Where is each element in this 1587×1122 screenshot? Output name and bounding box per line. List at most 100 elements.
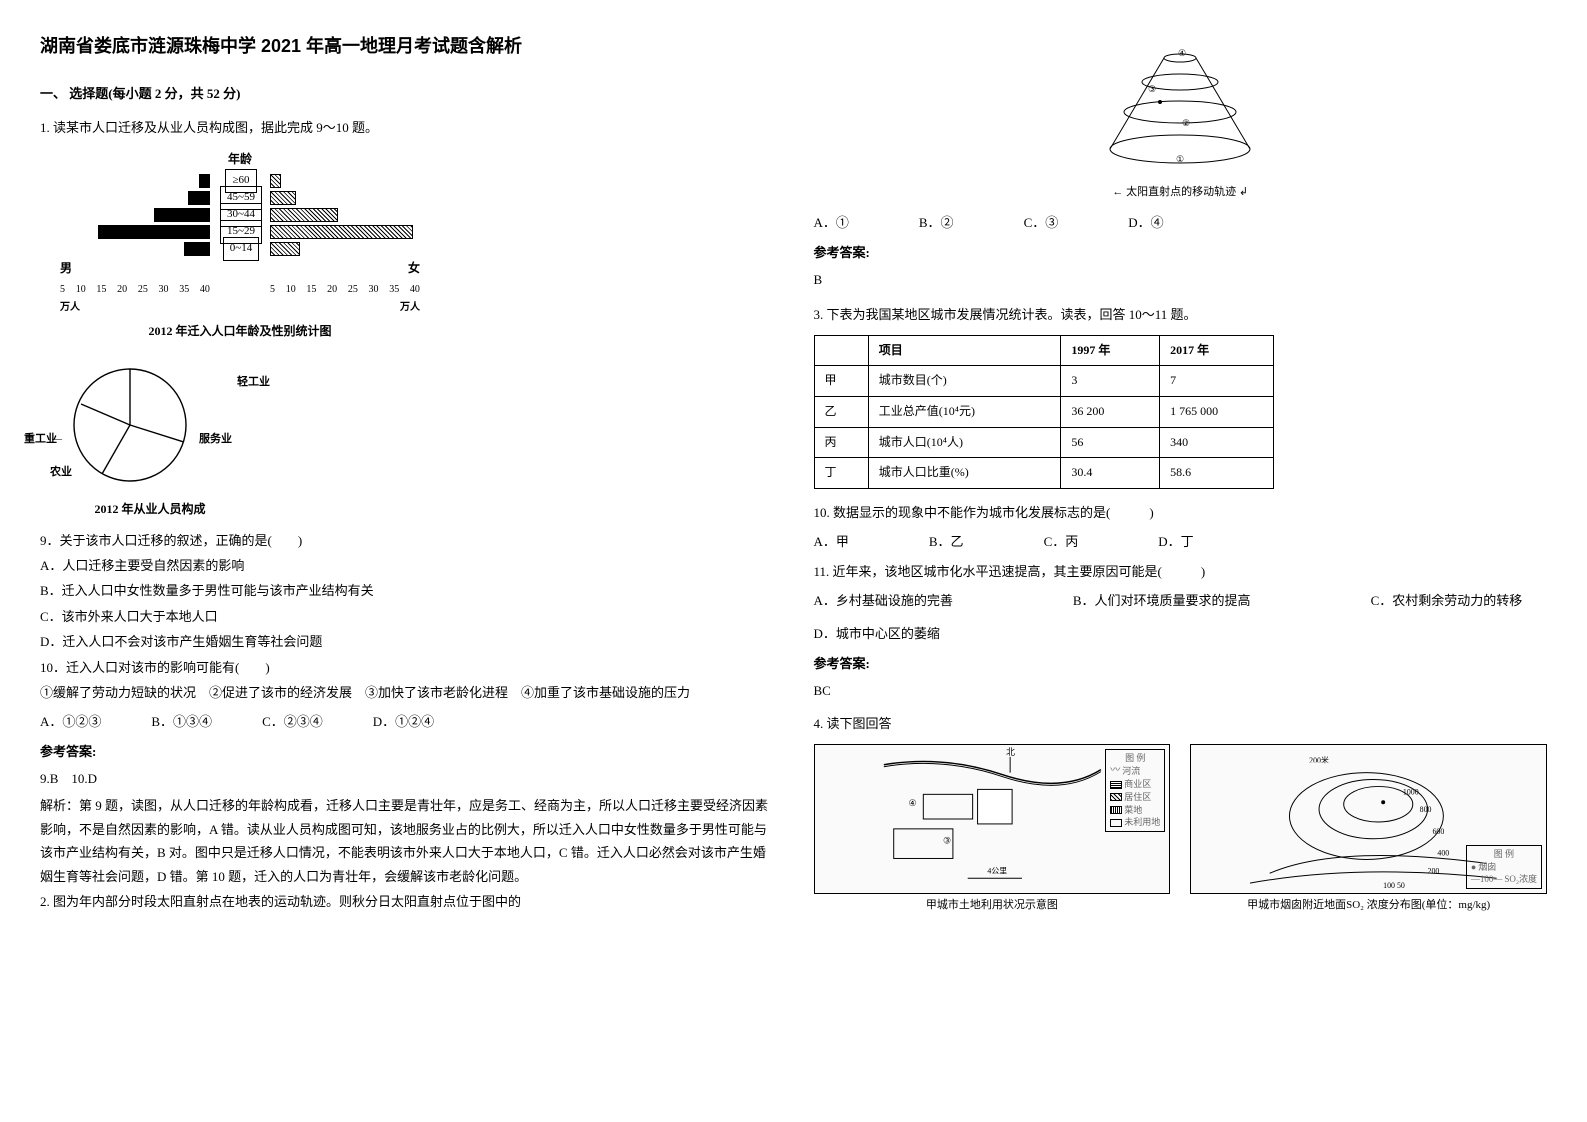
svg-text:200: 200 xyxy=(1428,866,1440,875)
q1-explanation: 解析：第 9 题，读图，从人口迁移的年龄构成看，迁移人口主要是青壮年，应是务工、… xyxy=(40,794,774,888)
svg-text:100 50: 100 50 xyxy=(1383,881,1405,890)
svg-text:④: ④ xyxy=(1178,48,1186,58)
q9-opt-c: C．该市外来人口大于本地人口 xyxy=(40,605,774,628)
map2-caption: 甲城市烟囱附近地面SO₂ 浓度分布图(单位：mg/kg) xyxy=(1190,896,1547,916)
svg-text:①: ① xyxy=(1176,154,1184,164)
q10-opt-b: B．①③④ xyxy=(151,710,212,733)
q2-opt-c: C．③ xyxy=(1024,211,1059,234)
q3-11-opts: A．乡村基础设施的完善 B．人们对环境质量要求的提高 C．农村剩余劳动力的转移 … xyxy=(814,589,1548,646)
pie-svg xyxy=(60,355,200,495)
sun-diagram: ① ② ③ ④ ← 太阳直射点的移动轨迹 ↲ xyxy=(814,34,1548,203)
age-header: 年龄 xyxy=(60,149,420,171)
q9-opt-b: B．迁入人口中女性数量多于男性可能与该市产业结构有关 xyxy=(40,579,774,602)
q2-opts: A．① B．② C．③ D．④ xyxy=(814,211,1548,234)
q1-answer: 9.B 10.D xyxy=(40,767,774,790)
table-row: 乙工业总产值(10⁴元)36 2001 765 000 xyxy=(814,396,1273,427)
pie-caption: 2012 年从业人员构成 xyxy=(40,499,260,521)
q2-opt-b: B．② xyxy=(919,211,954,234)
pie-label-service: 服务业 xyxy=(199,430,232,450)
svg-text:②: ② xyxy=(1182,118,1190,128)
map1-placeholder: ④ ③ 4公里 北 图 例 〰河流 商业区 居住区 菜地 未利用地 xyxy=(814,744,1171,894)
svg-text:400: 400 xyxy=(1438,848,1450,857)
svg-text:④: ④ xyxy=(908,798,916,808)
gender-labels: 男 女 xyxy=(60,258,420,280)
male-label: 男 xyxy=(60,258,210,280)
q9-opt-d: D．迁入人口不会对该市产生婚姻生育等社会问题 xyxy=(40,630,774,653)
table-header xyxy=(814,335,868,366)
q10-opt-c: C．②③④ xyxy=(262,710,323,733)
q3-11-opt-b: B．人们对环境质量要求的提高 xyxy=(1073,589,1251,612)
table-header: 项目 xyxy=(868,335,1061,366)
legend-title: 图 例 xyxy=(1110,752,1160,765)
pie-label-light: 轻工业 xyxy=(237,373,270,393)
pie-label-agri: 农业 xyxy=(50,463,72,483)
q9-opt-a: A．人口迁移主要受自然因素的影响 xyxy=(40,554,774,577)
svg-text:200米: 200米 xyxy=(1309,755,1329,765)
q2-answer: B xyxy=(814,268,1548,291)
map1-legend: 图 例 〰河流 商业区 居住区 菜地 未利用地 xyxy=(1105,749,1165,832)
svg-text:600: 600 xyxy=(1433,827,1445,836)
sun-diagram-svg: ① ② ③ ④ xyxy=(1090,34,1270,174)
unit-labels: 万人 万人 xyxy=(60,299,420,317)
q1-intro: 1. 读某市人口迁移及从业人员构成图，据此完成 9～10 题。 xyxy=(40,116,774,139)
q2-opt-a: A．① xyxy=(814,211,849,234)
sun-diagram-caption: ← 太阳直射点的移动轨迹 ↲ xyxy=(814,183,1548,203)
q10-opt-a: A．①②③ xyxy=(40,710,101,733)
q4-text: 4. 读下图回答 xyxy=(814,712,1548,735)
q3-answer-header: 参考答案: xyxy=(814,652,1548,675)
unit-right: 万人 xyxy=(392,299,420,317)
right-column: ① ② ③ ④ ← 太阳直射点的移动轨迹 ↲ A．① B．② C．③ D．④ 参… xyxy=(814,30,1548,921)
pyramid-row: 0~14 xyxy=(60,241,420,257)
q3-10-text: 10. 数据显示的现象中不能作为城市化发展标志的是( ) xyxy=(814,501,1548,524)
table-body: 甲城市数目(个)37乙工业总产值(10⁴元)36 2001 765 000丙城市… xyxy=(814,366,1273,488)
pyramid-caption: 2012 年迁入人口年龄及性别统计图 xyxy=(60,321,420,343)
q9-text: 9．关于该市人口迁移的叙述，正确的是( ) xyxy=(40,529,774,552)
map2-placeholder: 200米 1000 800 600 400 200 100 50 图 例 ●烟囱… xyxy=(1190,744,1547,894)
q1-answer-header: 参考答案: xyxy=(40,740,774,763)
q3-11-opt-a: A．乡村基础设施的完善 xyxy=(814,589,953,612)
map1-caption: 甲城市土地利用状况示意图 xyxy=(814,896,1171,916)
page-container: 湖南省娄底市涟源珠梅中学 2021 年高一地理月考试题含解析 一、 选择题(每小… xyxy=(40,30,1547,921)
svg-text:③: ③ xyxy=(943,836,951,846)
section-header: 一、 选择题(每小题 2 分，共 52 分) xyxy=(40,82,774,105)
city-table: 项目1997 年2017 年 甲城市数目(个)37乙工业总产值(10⁴元)36 … xyxy=(814,335,1274,489)
left-column: 湖南省娄底市涟源珠梅中学 2021 年高一地理月考试题含解析 一、 选择题(每小… xyxy=(40,30,774,921)
q3-11-opt-d: D．城市中心区的萎缩 xyxy=(814,622,940,645)
q3-10-opt-c: C．丙 xyxy=(1044,530,1079,553)
legend2-title: 图 例 xyxy=(1471,848,1537,861)
exam-title: 湖南省娄底市涟源珠梅中学 2021 年高一地理月考试题含解析 xyxy=(40,30,774,62)
table-header: 2017 年 xyxy=(1160,335,1273,366)
female-label: 女 xyxy=(270,258,420,280)
q3-intro: 3. 下表为我国某地区城市发展情况统计表。读表，回答 10～11 题。 xyxy=(814,303,1548,326)
table-row: 甲城市数目(个)37 xyxy=(814,366,1273,397)
q10-items: ①缓解了劳动力短缺的状况 ②促进了该市的经济发展 ③加快了该市老龄化进程 ④加重… xyxy=(40,681,774,704)
table-row: 丙城市人口(10⁴人)56340 xyxy=(814,427,1273,458)
svg-text:800: 800 xyxy=(1420,805,1432,814)
maps-row: ④ ③ 4公里 北 图 例 〰河流 商业区 居住区 菜地 未利用地 xyxy=(814,744,1548,916)
svg-text:4公里: 4公里 xyxy=(987,866,1007,875)
axis-left: 403530252015105 xyxy=(60,281,210,299)
population-pyramid: 年龄 ≥6045~5930~4415~290~14 男 女 4035302520… xyxy=(60,149,420,343)
q10-opt-d: D．①②④ xyxy=(373,710,434,733)
q10-text: 10．迁入人口对该市的影响可能有( ) xyxy=(40,656,774,679)
table-head: 项目1997 年2017 年 xyxy=(814,335,1273,366)
q2-text: 2. 图为年内部分时段太阳直射点在地表的运动轨迹。则秋分日太阳直射点位于图中的 xyxy=(40,890,774,913)
unit-left: 万人 xyxy=(60,299,88,317)
svg-text:③: ③ xyxy=(1148,84,1156,94)
q3-10-opt-d: D．丁 xyxy=(1158,530,1193,553)
pyramid-rows: ≥6045~5930~4415~290~14 xyxy=(60,173,420,257)
q2-opt-d: D．④ xyxy=(1128,211,1163,234)
q10-opts: A．①②③ B．①③④ C．②③④ D．①②④ xyxy=(40,710,774,733)
axis-right: 510152025303540 xyxy=(270,281,420,299)
q3-11-opt-c: C．农村剩余劳动力的转移 xyxy=(1371,589,1523,612)
pie-chart: 轻工业 重工业 农业 服务业 — 2012 年从业人员构成 xyxy=(60,355,260,521)
q3-answer: BC xyxy=(814,679,1548,702)
map2-box: 200米 1000 800 600 400 200 100 50 图 例 ●烟囱… xyxy=(1190,744,1547,916)
table-row: 丁城市人口比重(%)30.458.6 xyxy=(814,458,1273,489)
map1-box: ④ ③ 4公里 北 图 例 〰河流 商业区 居住区 菜地 未利用地 xyxy=(814,744,1171,916)
q3-11-text: 11. 近年来，该地区城市化水平迅速提高，其主要原因可能是( ) xyxy=(814,560,1548,583)
svg-text:北: 北 xyxy=(1006,747,1015,757)
q3-10-opt-b: B．乙 xyxy=(929,530,964,553)
axis-labels: 403530252015105 510152025303540 xyxy=(60,281,420,299)
table-header: 1997 年 xyxy=(1061,335,1160,366)
